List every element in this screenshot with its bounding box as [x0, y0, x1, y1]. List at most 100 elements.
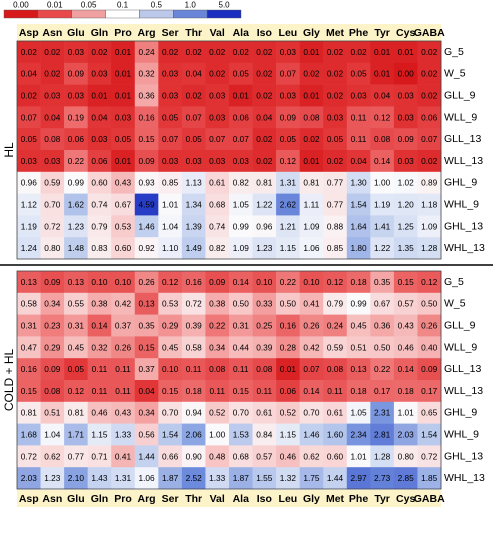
row-label: WHL_13	[444, 242, 485, 254]
cell-value-label: 0.01	[303, 47, 320, 57]
heatmap-cell	[40, 380, 65, 403]
heatmap-cell	[181, 336, 206, 359]
heatmap-cell	[417, 358, 442, 381]
heatmap-cell	[229, 84, 253, 107]
heatmap-cell	[111, 84, 136, 107]
heatmap-cell	[252, 128, 277, 151]
cell-value-label: 0.04	[374, 91, 391, 101]
cell-value-label: 0.71	[91, 451, 108, 461]
column-label: Phe	[349, 27, 368, 39]
cell-value-label: 0.81	[68, 408, 85, 418]
heatmap-cell	[205, 401, 230, 424]
heatmap-cell	[87, 467, 112, 490]
heatmap-cell	[393, 84, 418, 107]
group-border	[16, 40, 442, 260]
cell-value-label: 1.80	[350, 243, 367, 253]
cell-value-label: 0.11	[186, 364, 202, 374]
cell-value-label: 0.35	[138, 321, 155, 331]
color-scale-tick-label: 0.05	[81, 1, 97, 10]
cell-value-label: 2.03	[21, 473, 38, 483]
cell-value-label: 1.44	[327, 473, 344, 483]
heatmap-cell	[346, 314, 371, 337]
heatmap-cell	[276, 215, 300, 238]
cell-value-label: 0.11	[233, 364, 249, 374]
heatmap-cell	[323, 41, 348, 64]
cell-value-label: 0.02	[21, 47, 38, 57]
heatmap-cell	[276, 380, 300, 403]
heatmap-cell	[370, 445, 395, 468]
color-scale-tick-label: 0.01	[47, 1, 63, 10]
row-label: GHL_13	[444, 220, 483, 232]
cell-value-label: 0.40	[421, 342, 438, 352]
heatmap-cell	[64, 358, 88, 381]
cell-value-label: 0.45	[68, 342, 85, 352]
column-label: Glu	[67, 493, 85, 505]
cell-value-label: 0.03	[209, 112, 226, 122]
column-label: Met	[326, 493, 345, 505]
cell-value-label: 1.71	[68, 430, 85, 440]
column-label: Ala	[233, 493, 250, 505]
cell-value-label: 0.13	[21, 277, 38, 287]
cell-value-label: 0.14	[374, 156, 391, 166]
heatmap-cell	[181, 380, 206, 403]
heatmap-cell	[393, 423, 418, 446]
heatmap-cell	[276, 467, 300, 490]
heatmap-cell	[181, 358, 206, 381]
cell-value-label: 1.23	[44, 473, 61, 483]
cell-value-label: 0.51	[350, 342, 367, 352]
heatmap-cell	[276, 401, 300, 424]
heatmap-cell	[181, 150, 206, 173]
cell-value-label: 0.09	[68, 69, 85, 79]
cell-value-label: 0.04	[138, 386, 155, 396]
heatmap-cell	[276, 150, 300, 173]
heatmap-cell	[323, 336, 348, 359]
heatmap-cell	[252, 215, 277, 238]
heatmap-cell	[299, 84, 324, 107]
cell-value-label: 0.16	[186, 277, 203, 287]
heatmap-cell	[64, 336, 88, 359]
heatmap-cell	[111, 467, 136, 490]
heatmap-cell	[370, 380, 395, 403]
heatmap-cell	[417, 271, 442, 294]
heatmap-cell	[252, 106, 277, 129]
heatmap-cell	[346, 401, 371, 424]
column-label: GABA	[414, 27, 445, 39]
cell-value-label: 0.03	[350, 91, 367, 101]
cell-value-label: 0.10	[162, 364, 179, 374]
cell-value-label: 0.55	[68, 299, 85, 309]
cell-value-label: 0.09	[398, 134, 415, 144]
cell-value-label: 0.11	[92, 364, 108, 374]
column-label: Gln	[91, 27, 109, 39]
cell-value-label: 0.85	[162, 178, 179, 188]
cell-value-label: 0.03	[398, 91, 415, 101]
heatmap-cell	[370, 193, 395, 216]
cell-value-label: 0.03	[68, 47, 85, 57]
cell-value-label: 0.02	[327, 91, 344, 101]
heatmap-cell	[323, 401, 348, 424]
cell-value-label: 0.02	[327, 156, 344, 166]
cell-value-label: 1.46	[138, 221, 155, 231]
cell-value-label: 1.15	[280, 243, 297, 253]
cell-value-label: 0.17	[421, 386, 438, 396]
cell-value-label: 0.62	[44, 451, 61, 461]
heatmap-cell	[299, 171, 324, 194]
heatmap-cell	[299, 271, 324, 294]
heatmap-cell	[134, 171, 159, 194]
heatmap-cell	[87, 128, 112, 151]
heatmap-cell	[181, 41, 206, 64]
heatmap-cell	[17, 41, 41, 64]
cell-value-label: 0.88	[327, 221, 344, 231]
heatmap-cell	[323, 237, 348, 260]
heatmap-cell	[276, 336, 300, 359]
heatmap-cell	[370, 467, 395, 490]
cell-value-label: 0.77	[327, 178, 344, 188]
heatmap-cell	[40, 193, 65, 216]
cell-value-label: 0.58	[21, 299, 38, 309]
cell-value-label: 2.62	[280, 200, 297, 210]
heatmap-cell	[393, 150, 418, 173]
heatmap-cell	[323, 150, 348, 173]
heatmap-cell	[205, 358, 230, 381]
heatmap-cell	[40, 271, 65, 294]
heatmap-cell	[40, 62, 65, 85]
heatmap-cell	[323, 62, 348, 85]
